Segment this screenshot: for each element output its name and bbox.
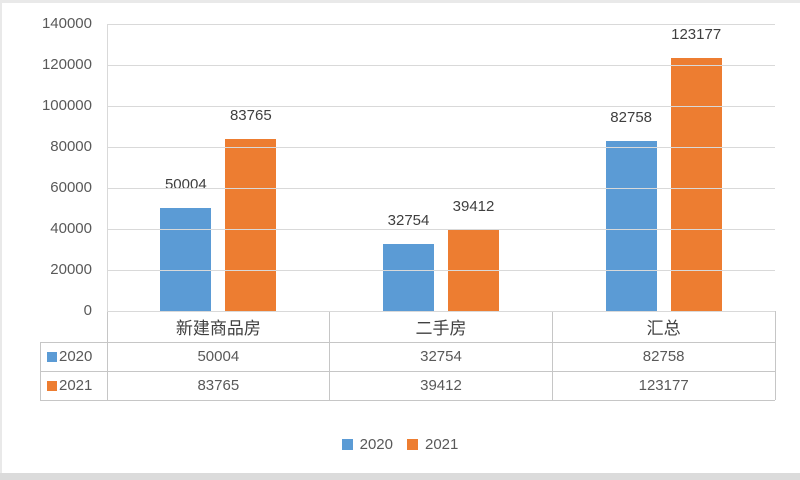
- table-border: [551, 311, 553, 400]
- table-border: [40, 341, 775, 343]
- table-border: [106, 311, 108, 400]
- window-edge-left: [0, 0, 2, 474]
- legend-key-swatch-icon: [47, 351, 57, 362]
- legend-label: 2020: [359, 435, 393, 453]
- table-value-cell: 50004: [197, 348, 240, 365]
- legend-item-2021: 2021: [407, 436, 458, 453]
- table-row-key-label: 2021: [59, 377, 93, 394]
- bar-2020-汇总: [605, 141, 657, 311]
- legend-label: 2021: [425, 435, 459, 453]
- table-row-key: 2020: [40, 342, 107, 371]
- gridline: [107, 23, 775, 25]
- data-label-2021-汇总: 123177: [671, 26, 722, 44]
- y-axis-tick-label: 60000: [50, 179, 92, 196]
- legend-swatch-icon: [407, 438, 418, 450]
- table-header-cell: 新建商品房: [175, 319, 261, 338]
- data-label-2020-汇总: 82758: [610, 109, 653, 127]
- y-axis-tick-label: 0: [83, 302, 92, 319]
- legend-key-swatch-icon: [47, 380, 57, 391]
- table-border: [39, 342, 41, 400]
- table-border: [40, 399, 775, 401]
- bar-2021-二手房: [448, 230, 499, 311]
- data-label-2020-二手房: 32754: [387, 211, 430, 229]
- table-border: [329, 311, 331, 400]
- y-axis-tick-label: 100000: [41, 97, 92, 114]
- table-header-cell: 汇总: [646, 319, 681, 338]
- gridline: [107, 105, 775, 107]
- window-edge-bottom: [0, 473, 800, 480]
- table-header-cell: 二手房: [415, 319, 467, 338]
- legend: 2020 2021: [0, 433, 800, 455]
- window-edge-top: [0, 0, 800, 3]
- y-axis-tick-label: 20000: [50, 261, 92, 278]
- bar-2020-新建商品房: [160, 208, 212, 311]
- gridline: [107, 187, 775, 189]
- gridline: [107, 146, 775, 148]
- gridline: [107, 269, 775, 271]
- bar-2020-二手房: [383, 243, 434, 311]
- y-axis-tick-label: 80000: [50, 138, 92, 155]
- table-border: [774, 311, 776, 400]
- y-axis-tick-label: 40000: [50, 220, 92, 237]
- y-axis-tick-label: 120000: [41, 56, 92, 73]
- legend-item-2020: 2020: [341, 435, 393, 453]
- table-row-key: 2021: [40, 371, 107, 400]
- data-label-2021-新建商品房: 83765: [229, 107, 272, 125]
- y-axis-tick-label: 140000: [41, 15, 92, 32]
- legend-swatch-icon: [341, 438, 353, 450]
- data-label-2021-二手房: 39412: [452, 198, 495, 216]
- data-label-2020-新建商品房: 50004: [164, 176, 207, 194]
- table-value-cell: 32754: [420, 348, 462, 365]
- table-border: [40, 370, 775, 372]
- table-value-cell: 82758: [642, 348, 685, 365]
- table-value-cell: 39412: [420, 377, 462, 394]
- gridline: [107, 64, 775, 66]
- table-value-cell: 83765: [197, 377, 240, 394]
- gridline: [107, 228, 775, 230]
- gridline: [107, 310, 775, 312]
- table-row-key-label: 2020: [59, 348, 93, 365]
- y-axis-line: [106, 24, 108, 311]
- bar-2021-新建商品房: [225, 139, 277, 311]
- bar-2021-汇总: [670, 58, 722, 311]
- table-value-cell: 123177: [638, 377, 689, 394]
